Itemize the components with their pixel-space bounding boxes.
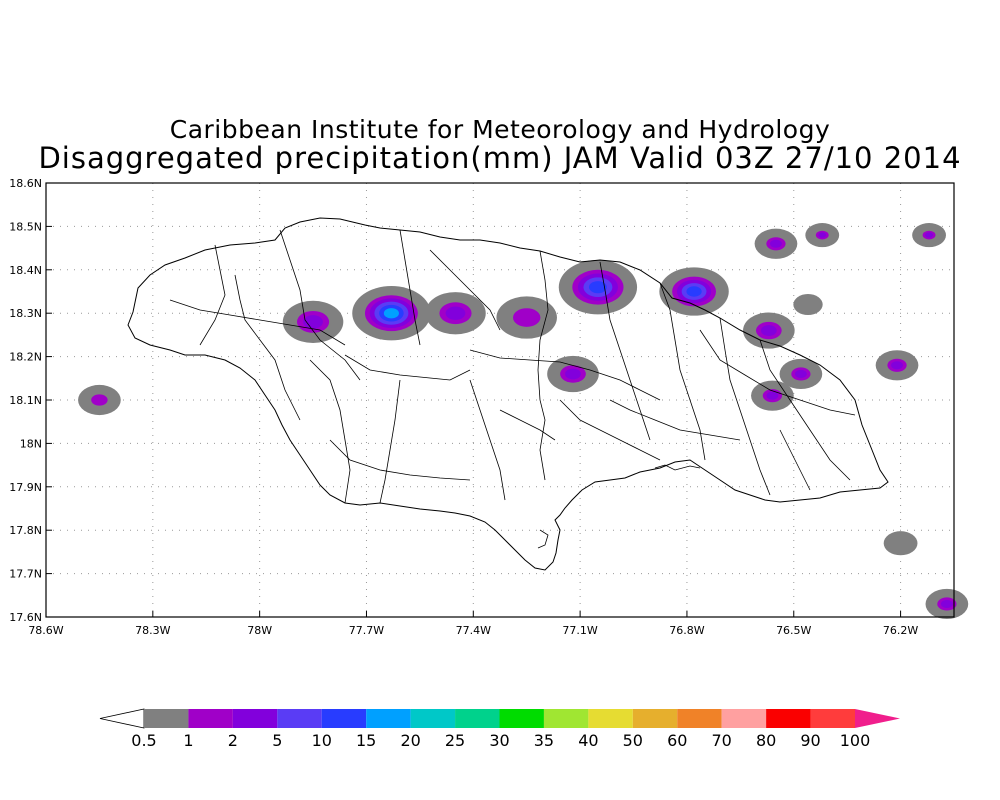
y-tick-label: 17.9N [9,481,42,494]
precip-contour [794,369,807,378]
x-tick-label: 77.1W [562,624,597,637]
precip-contour [883,531,918,556]
colorbar-swatch [410,709,456,728]
colorbar-swatch [499,709,544,728]
jamaica-outline [127,217,889,571]
colorbar-label: 100 [840,731,871,750]
colorbar-label: 2 [228,731,238,750]
precip-contour [770,239,782,248]
x-tick-label: 77.4W [456,624,491,637]
colorbar: 0.5 1 2 5 10 15 20 25 30 35 40 50 60 70 80 90 100 [99,708,900,750]
colorbar-label: 80 [756,731,776,750]
portland-point [537,529,549,549]
precip-contour [793,293,823,316]
chart-subtitle: Disaggregated precipitation(mm) JAM Vali… [38,141,962,175]
precip-contour [760,325,777,336]
y-tick-label: 18N [20,437,42,450]
colorbar-swatch [543,709,589,728]
precip-contour [891,361,903,370]
colorbar-label: 90 [800,731,820,750]
colorbar-swatch [277,709,322,728]
colorbar-swatch [188,709,233,728]
precipitation-field [78,223,969,620]
precip-contour [766,391,779,400]
colorbar-label: 15 [356,731,376,750]
colorbar-label: 50 [623,731,643,750]
precip-contour [91,394,108,406]
y-tick-label: 17.8N [9,524,42,537]
precip-contour [383,308,399,319]
precip-contour [565,368,581,380]
y-tick-label: 17.6N [9,611,42,624]
colorbar-label: 10 [312,731,332,750]
colorbar-swatch [588,709,633,728]
x-tick-label: 78.6W [28,624,63,637]
precip-contour [513,308,541,327]
parish-boundaries [169,229,856,504]
colorbar-swatch [721,709,767,728]
y-tick-label: 18.4N [9,264,42,277]
colorbar-label: 35 [534,731,554,750]
colorbar-swatch [632,709,678,728]
y-tick-label: 17.7N [9,568,42,581]
colorbar-label: 1 [183,731,193,750]
colorbar-swatch [232,709,278,728]
colorbar-label: 20 [400,731,420,750]
y-tick-label: 18.1N [9,394,42,407]
colorbar-label: 30 [489,731,509,750]
y-tick-label: 18.3N [9,307,42,320]
colorbar-label: 25 [445,731,465,750]
precip-contour [925,232,934,238]
colorbar-label: 0.5 [131,731,156,750]
colorbar-label: 70 [712,731,732,750]
colorbar-swatch [321,709,367,728]
x-tick-label: 78W [247,624,272,637]
colorbar-label: 5 [272,731,282,750]
precip-contour [686,286,702,297]
precip-contour [940,599,953,609]
colorbar-swatch [677,709,722,728]
colorbar-swatch [144,709,189,728]
gridlines [45,182,954,618]
precip-contour [303,315,323,329]
precip-contour [445,306,466,320]
y-tick-label: 18.2N [9,351,42,364]
x-tick-label: 76.2W [883,624,918,637]
y-tick-label: 18.5N [9,220,42,233]
chart-title: Caribbean Institute for Meteorology and … [169,115,831,144]
colorbar-under-arrow [99,708,145,729]
colorbar-label: 40 [578,731,598,750]
precip-contour [818,232,827,238]
axis-ticks: 78.6W 78.3W 78W 77.7W 77.4W 77.1W 76.8W 76.5W 76… [9,177,918,637]
y-tick-label: 18.6N [9,177,42,190]
x-tick-label: 76.8W [669,624,704,637]
colorbar-over-arrow [855,709,900,728]
colorbar-swatch [366,709,411,728]
colorbar-swatch [766,709,811,728]
precip-contour [589,281,607,294]
kingston-harbour [654,464,701,471]
x-tick-label: 77.7W [349,624,384,637]
map-frame [45,182,955,618]
colorbar-label: 60 [667,731,687,750]
colorbar-swatch [455,709,500,728]
colorbar-swatch [810,709,855,728]
x-tick-label: 78.3W [135,624,170,637]
jamaica-coastline [127,217,889,571]
x-tick-label: 76.5W [776,624,811,637]
